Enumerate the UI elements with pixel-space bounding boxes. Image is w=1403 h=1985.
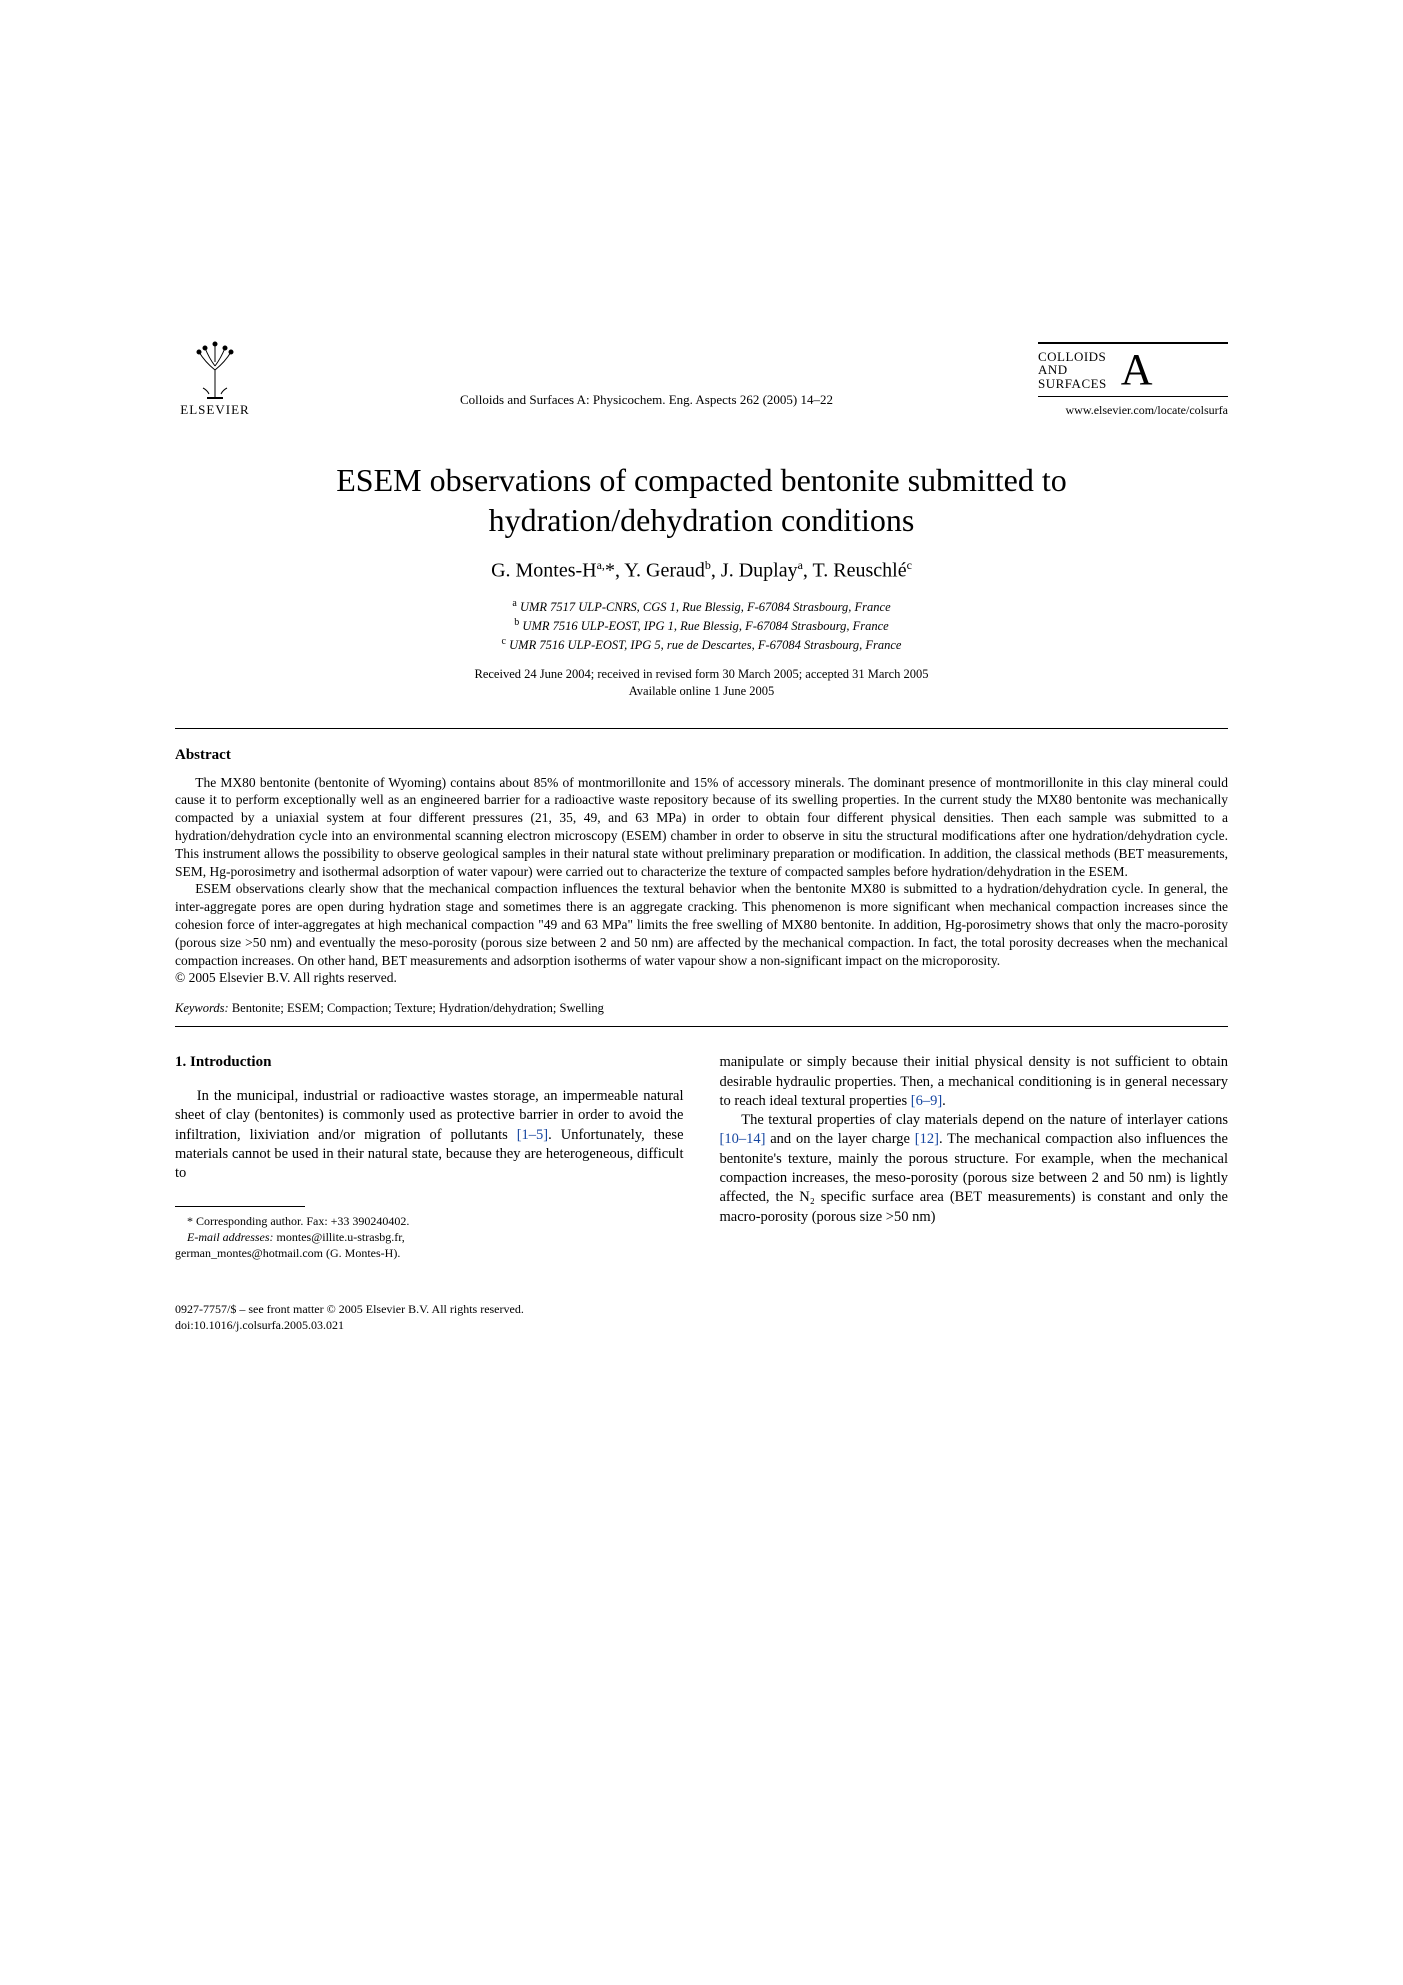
header-row: ELSEVIER Colloids and Surfaces A: Physic…	[175, 340, 1228, 418]
online-date: Available online 1 June 2005	[175, 683, 1228, 700]
corresponding-author: * Corresponding author. Fax: +33 3902404…	[175, 1213, 684, 1229]
intro-p1-cont-pre: manipulate or simply because their initi…	[720, 1054, 1229, 1109]
abstract-body: The MX80 bentonite (bentonite of Wyoming…	[175, 774, 1228, 988]
footnotes: * Corresponding author. Fax: +33 3902404…	[175, 1213, 684, 1262]
article-title: ESEM observations of compacted bentonite…	[272, 460, 1132, 540]
email-label: E-mail addresses:	[187, 1230, 274, 1244]
intro-p1-cont: manipulate or simply because their initi…	[720, 1053, 1229, 1111]
article-dates: Received 24 June 2004; received in revis…	[175, 666, 1228, 700]
publisher-name: ELSEVIER	[180, 402, 249, 418]
received-date: Received 24 June 2004; received in revis…	[175, 666, 1228, 683]
right-column: manipulate or simply because their initi…	[720, 1053, 1229, 1261]
authors: G. Montes-Ha,*, Y. Geraudb, J. Duplaya, …	[175, 558, 1228, 583]
journal-name-line2: AND	[1038, 363, 1107, 377]
intro-p1: In the municipal, industrial or radioact…	[175, 1087, 684, 1183]
email-line1: E-mail addresses: montes@illite.u-strasb…	[175, 1229, 684, 1245]
footnote-rule	[175, 1206, 305, 1207]
intro-p1-cont-post: .	[942, 1093, 946, 1109]
publisher-logo: ELSEVIER	[175, 340, 255, 418]
bottom-matter: 0927-7757/$ – see front matter © 2005 El…	[175, 1301, 1228, 1333]
abstract-top-rule	[175, 728, 1228, 729]
journal-url[interactable]: www.elsevier.com/locate/colsurfa	[1038, 403, 1228, 418]
keywords: Keywords: Bentonite; ESEM; Compaction; T…	[175, 1001, 1228, 1016]
issn-line: 0927-7757/$ – see front matter © 2005 El…	[175, 1301, 1228, 1317]
journal-name-line3: SURFACES	[1038, 377, 1107, 391]
intro-p2-a: The textural properties of clay material…	[741, 1112, 1228, 1128]
journal-letter: A	[1121, 348, 1157, 392]
abstract-copyright: © 2005 Elsevier B.V. All rights reserved…	[175, 969, 1228, 987]
keywords-text: Bentonite; ESEM; Compaction; Texture; Hy…	[229, 1001, 604, 1015]
journal-name-line1: COLLOIDS	[1038, 350, 1107, 364]
keywords-label: Keywords:	[175, 1001, 229, 1015]
journal-reference: Colloids and Surfaces A: Physicochem. En…	[255, 392, 1038, 418]
doi-line: doi:10.1016/j.colsurfa.2005.03.021	[175, 1317, 1228, 1333]
intro-p2: The textural properties of clay material…	[720, 1111, 1229, 1227]
ref-link-12[interactable]: [12]	[915, 1131, 939, 1147]
email-addresses-1[interactable]: montes@illite.u-strasbg.fr,	[274, 1230, 405, 1244]
ref-link-6-9[interactable]: [6–9]	[911, 1093, 942, 1109]
email-line2[interactable]: german_montes@hotmail.com (G. Montes-H).	[175, 1245, 684, 1261]
journal-name: COLLOIDS AND SURFACES	[1038, 350, 1107, 391]
body-columns: 1. Introduction In the municipal, indust…	[175, 1053, 1228, 1261]
abstract-p1: The MX80 bentonite (bentonite of Wyoming…	[175, 774, 1228, 881]
ref-link-10-14[interactable]: [10–14]	[720, 1131, 766, 1147]
abstract-bottom-rule	[175, 1026, 1228, 1027]
left-column: 1. Introduction In the municipal, indust…	[175, 1053, 684, 1261]
elsevier-tree-icon	[185, 340, 245, 400]
section-1-heading: 1. Introduction	[175, 1053, 684, 1073]
journal-logo-box: COLLOIDS AND SURFACES A www.elsevier.com…	[1038, 342, 1228, 418]
ref-link-1-5[interactable]: [1–5]	[517, 1127, 548, 1143]
intro-p2-b: and on the layer charge	[765, 1131, 914, 1147]
abstract-p2: ESEM observations clearly show that the …	[175, 880, 1228, 969]
journal-title-block: COLLOIDS AND SURFACES A	[1038, 342, 1228, 397]
abstract-heading: Abstract	[175, 747, 1228, 764]
affiliations: a UMR 7517 ULP-CNRS, CGS 1, Rue Blessig,…	[175, 597, 1228, 654]
